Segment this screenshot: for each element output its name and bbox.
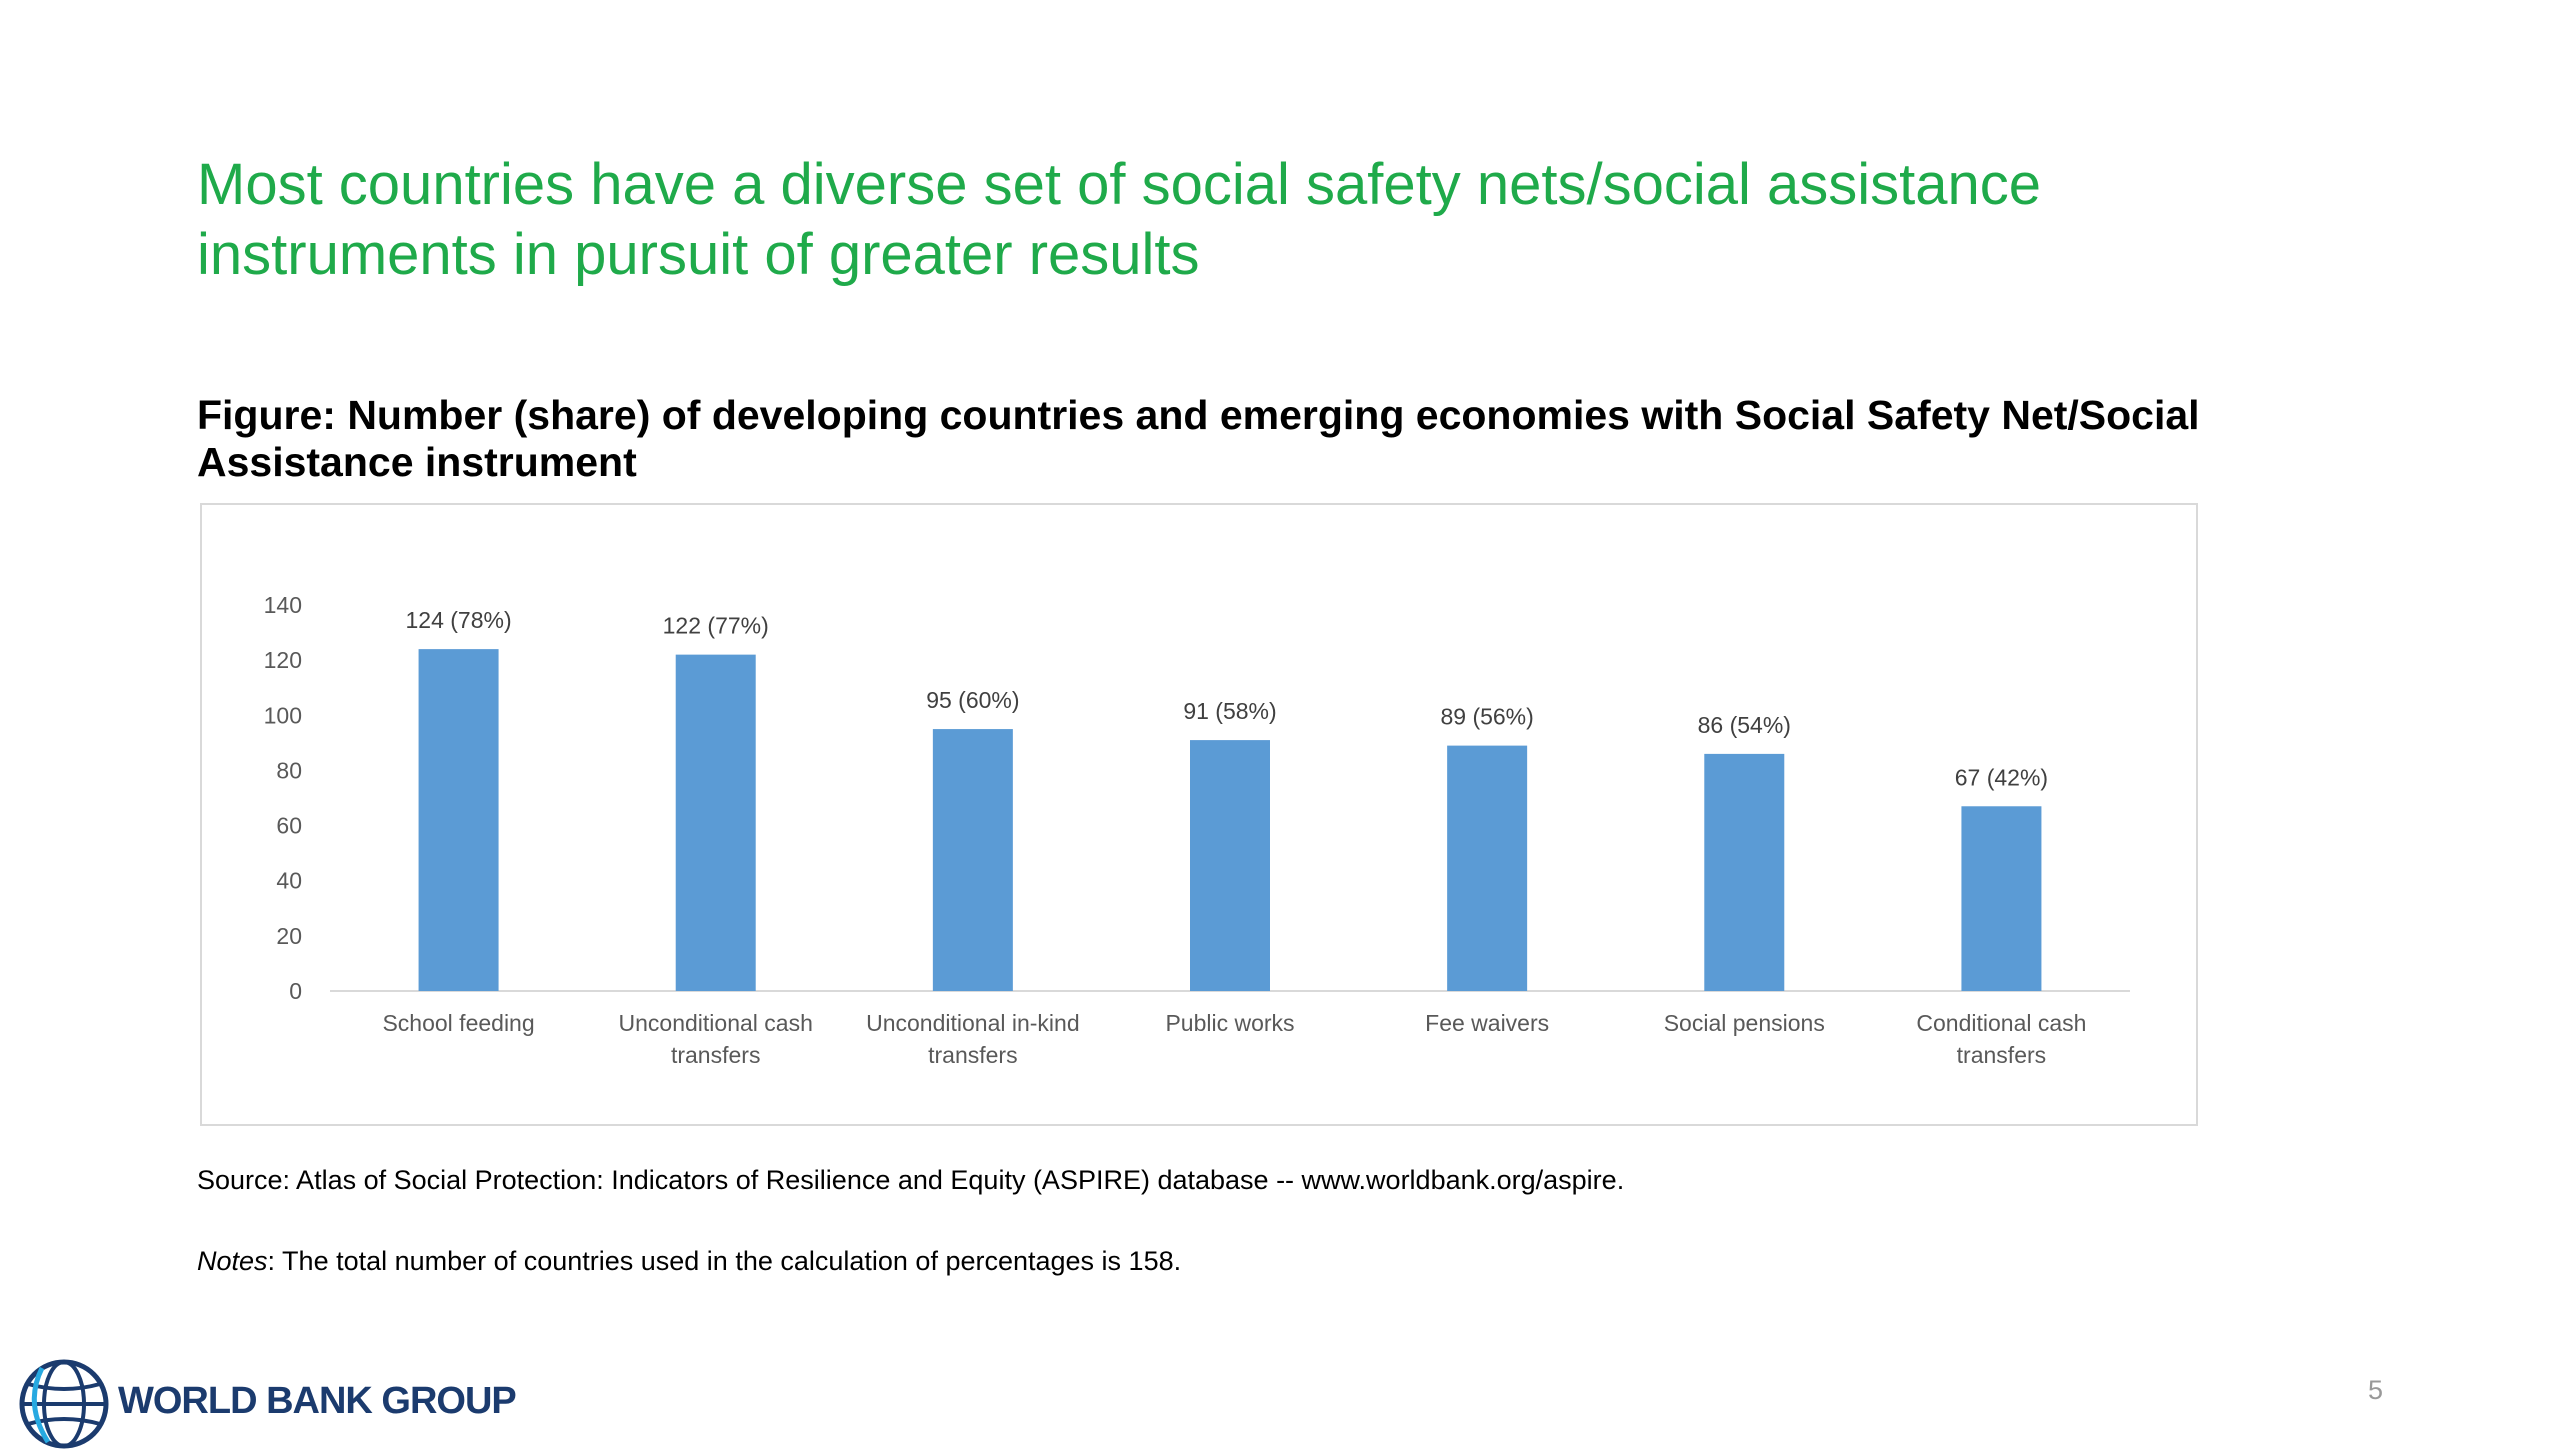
- y-tick-label: 100: [264, 702, 302, 728]
- y-tick-label: 80: [276, 757, 302, 783]
- y-tick-label: 0: [289, 978, 302, 1004]
- bar: [418, 649, 499, 991]
- figure-title: Figure: Number (share) of developing cou…: [197, 392, 2200, 485]
- source-note: Source: Atlas of Social Protection: Indi…: [197, 1165, 1625, 1195]
- x-category-label: transfers: [928, 1042, 1017, 1068]
- x-category-label: Public works: [1165, 1010, 1294, 1036]
- y-tick-label: 40: [276, 868, 302, 894]
- x-category-label: Social pensions: [1664, 1010, 1825, 1036]
- x-category-label: Unconditional cash: [619, 1010, 813, 1036]
- data-label: 89 (56%): [1440, 704, 1533, 730]
- notes-label: Notes: [197, 1246, 268, 1276]
- data-label: 86 (54%): [1698, 712, 1791, 738]
- logo-text: WORLD BANK GROUP: [118, 1380, 517, 1422]
- y-tick-label: 140: [264, 592, 302, 618]
- data-label: 91 (58%): [1183, 698, 1276, 724]
- data-label: 122 (77%): [663, 613, 769, 639]
- bar-chart-frame: 0 20 40 60 80 100 120 140 124 (78%) School feedin…: [200, 503, 2198, 1126]
- page-number: 5: [2368, 1375, 2384, 1405]
- x-category-label: transfers: [1957, 1042, 2046, 1068]
- bar: [1961, 806, 2042, 991]
- x-category-label: transfers: [671, 1042, 760, 1068]
- slide-headline: Most countries have a diverse set of soc…: [197, 152, 2041, 287]
- y-tick-label: 60: [276, 813, 302, 839]
- bar: [932, 729, 1013, 991]
- x-category-label: Unconditional in-kind: [866, 1010, 1080, 1036]
- bar: [1704, 753, 1785, 991]
- notes: Notes: The total number of countries use…: [197, 1246, 1181, 1277]
- x-category-label: Conditional cash: [1916, 1010, 2086, 1036]
- bar: [1190, 740, 1270, 991]
- y-tick-label: 20: [276, 923, 302, 949]
- bar-chart: 0 20 40 60 80 100 120 140 124 (78%) School feedin…: [264, 592, 2130, 1068]
- data-label: 95 (60%): [926, 687, 1019, 713]
- x-category-label: School feeding: [382, 1010, 534, 1036]
- data-label: 67 (42%): [1955, 764, 2048, 790]
- data-label: 124 (78%): [406, 607, 512, 633]
- x-category-label: Fee waivers: [1425, 1010, 1549, 1036]
- world-bank-logo: WORLD BANK GROUP: [18, 1358, 517, 1450]
- notes-text: : The total number of countries used in …: [267, 1246, 1182, 1276]
- y-tick-label: 120: [264, 647, 302, 673]
- bar: [675, 654, 756, 991]
- bar: [1447, 745, 1528, 991]
